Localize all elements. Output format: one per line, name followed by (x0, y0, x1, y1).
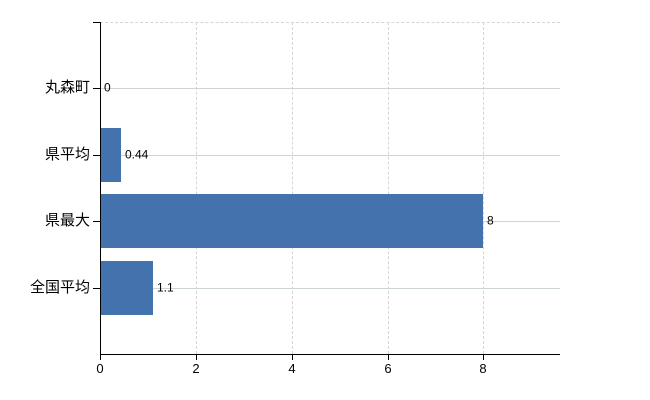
category-gridline (100, 288, 560, 289)
bar (101, 194, 483, 248)
bar-value-label: 0 (104, 80, 111, 95)
category-label: 丸森町 (44, 79, 90, 96)
x-tick-label: 6 (384, 361, 392, 376)
y-axis-line (100, 22, 101, 360)
bar (101, 128, 121, 182)
x-tick-label: 0 (96, 361, 104, 376)
y-tick (93, 155, 100, 156)
x-tick-label: 4 (288, 361, 296, 376)
x-tick (483, 354, 484, 360)
x-tick (196, 354, 197, 360)
y-axis-end-tick (93, 22, 100, 23)
category-gridline (100, 155, 560, 156)
category-label: 県平均 (44, 146, 90, 163)
x-axis-line (100, 354, 560, 355)
category-gridline (100, 88, 560, 89)
category-label: 全国平均 (29, 279, 90, 296)
bar-value-label: 8 (487, 213, 494, 228)
category-label: 県最大 (44, 212, 90, 229)
x-gridline (292, 22, 293, 354)
x-gridline (388, 22, 389, 354)
x-tick (292, 354, 293, 360)
y-tick (93, 288, 100, 289)
x-gridline (483, 22, 484, 354)
x-tick-label: 2 (192, 361, 200, 376)
plot-top-border (100, 22, 560, 23)
bar-value-label: 0.44 (125, 147, 149, 162)
x-gridline (196, 22, 197, 354)
y-tick (93, 88, 100, 89)
bar-value-label: 1.1 (157, 280, 174, 295)
x-tick (388, 354, 389, 360)
y-tick (93, 221, 100, 222)
bar (101, 261, 153, 315)
x-tick-label: 8 (479, 361, 487, 376)
